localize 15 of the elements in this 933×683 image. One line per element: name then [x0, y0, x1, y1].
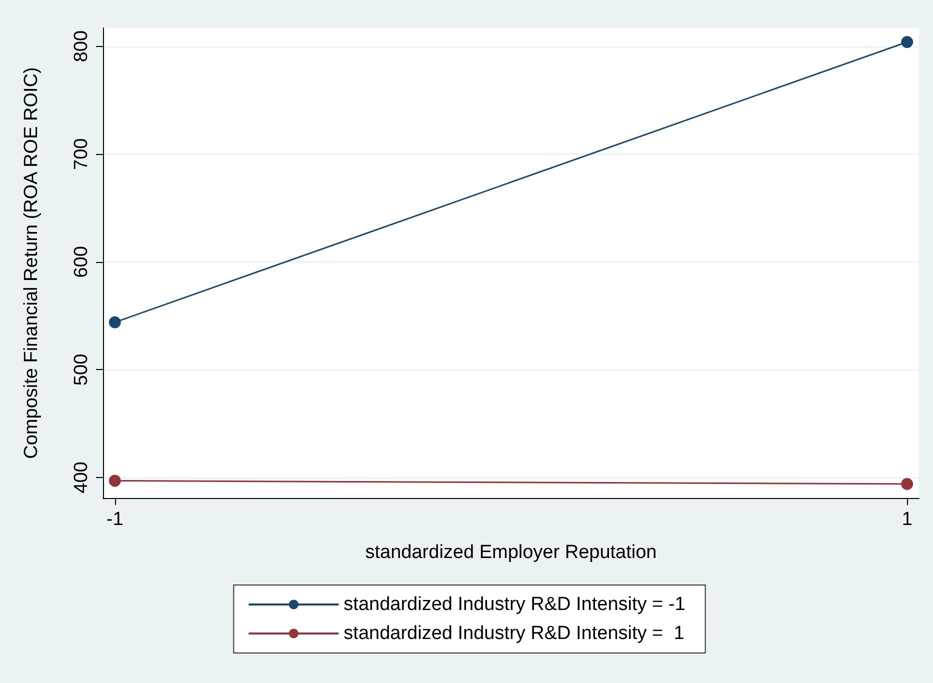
- legend-label: standardized Industry R&D Intensity = 1: [344, 623, 684, 644]
- y-tick-label: 800: [71, 30, 92, 62]
- x-tick-label: 1: [902, 509, 912, 530]
- y-tick-label: 500: [71, 354, 92, 386]
- y-axis-title: Composite Financial Return (ROA ROE ROIC): [21, 67, 42, 459]
- point: [108, 316, 121, 328]
- y-tick-label: 700: [71, 138, 92, 170]
- y-tick-label: 600: [71, 246, 92, 278]
- x-tick-label: -1: [106, 509, 124, 530]
- point: [108, 474, 121, 487]
- y-tick-label: 400: [71, 462, 92, 494]
- point: [901, 36, 914, 48]
- point: [901, 478, 914, 490]
- x-axis-title: standardized Employer Reputation: [365, 542, 657, 563]
- legend-label: standardized Industry R&D Intensity = -1: [344, 594, 686, 615]
